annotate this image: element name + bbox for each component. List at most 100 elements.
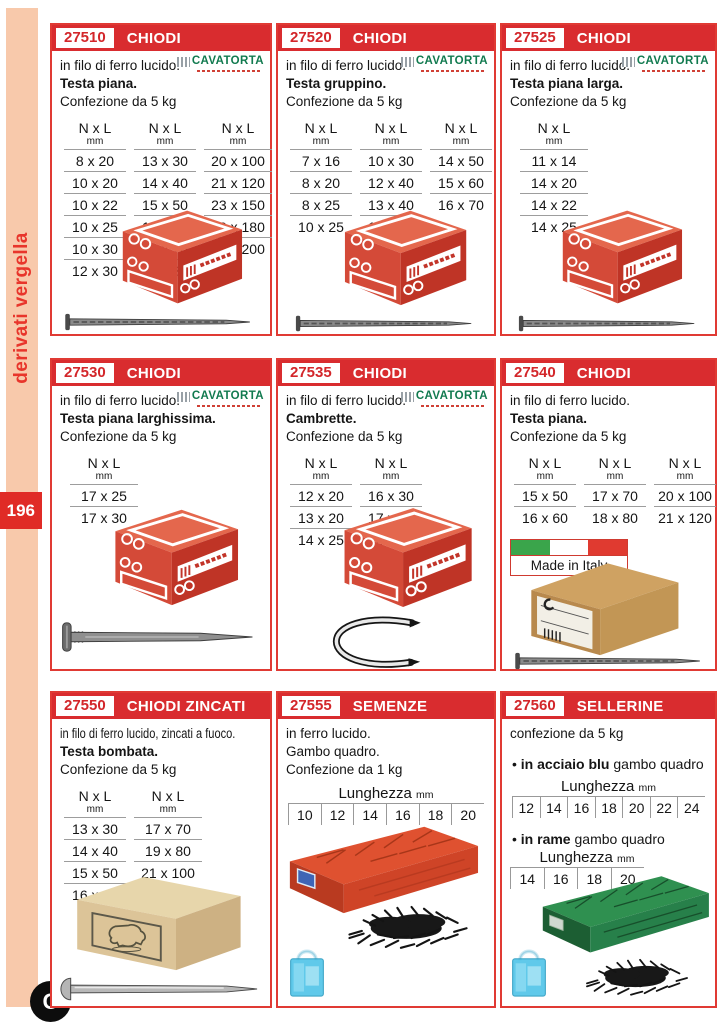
product-code: 27510: [56, 27, 114, 49]
length-value: 12: [320, 804, 354, 826]
size-value: 21 x 120: [204, 171, 272, 193]
product-code: 27520: [282, 27, 340, 49]
size-col-unit: mm: [312, 136, 330, 148]
product-header: 27520 CHIODI: [278, 25, 494, 51]
desc-line: Confezione da 5 kg: [60, 429, 177, 445]
length-value: 20: [610, 868, 645, 890]
size-value: 12 x 20: [290, 484, 352, 506]
size-value: 17 x 70: [584, 484, 646, 506]
desc-line: in filo di ferro lucido.: [510, 58, 631, 73]
size-value: 14 x 25: [290, 528, 352, 550]
product-header: 27535 CHIODI: [278, 360, 494, 386]
length-unit: mm: [617, 853, 635, 866]
italy-flag-icon: [511, 540, 628, 556]
cavatorta-logo: CAVATORTA: [176, 390, 264, 407]
desc-line: Confezione da 5 kg: [510, 94, 627, 110]
length-value: 16: [543, 868, 578, 890]
desc-line: Confezione da 1 kg: [286, 762, 403, 778]
product-title: CHIODI: [352, 29, 408, 47]
size-value: 10 x 22: [64, 193, 126, 215]
size-col-header: N x L: [374, 455, 408, 472]
photo-cardboard-box: [516, 550, 688, 657]
size-col-header: N x L: [151, 788, 185, 805]
product-header: 27530 CHIODI: [52, 360, 270, 386]
photo-blue-plastic-box: [286, 941, 328, 999]
cavatorta-logo: CAVATORTA: [176, 55, 264, 72]
size-col-header: N x L: [87, 455, 121, 472]
product-cell-27555: 27555 SEMENZE in ferro lucido. Gambo qua…: [276, 691, 496, 1008]
desc-line: in filo di ferro lucido.: [60, 393, 181, 408]
sidebar-category-label: derivati vergella: [11, 232, 32, 384]
size-value: 15 x 50: [514, 484, 576, 506]
size-value: 13 x 20: [290, 506, 352, 528]
photo-nail-flat-head: [59, 312, 257, 332]
cavatorta-bars-icon: [176, 391, 190, 402]
length-value: 10: [288, 804, 321, 826]
size-col-header: N x L: [148, 120, 182, 137]
photo-nail-flat-head: [509, 314, 705, 333]
length-value: 12: [512, 797, 540, 819]
photo-cavatorta-box: [96, 203, 248, 309]
photo-nail-flat-head: [506, 651, 710, 671]
product-code: 27550: [56, 695, 114, 717]
cavatorta-bars-icon: [400, 56, 414, 67]
size-value: 11 x 14: [520, 149, 588, 171]
cavatorta-logo-text: CAVATORTA: [191, 55, 264, 67]
size-table: N x L mm 17 x 25 17 x 30: [70, 455, 264, 528]
length-label: Lunghezza: [539, 849, 613, 867]
length-value: 20: [622, 797, 650, 819]
product-title: CHIODI: [576, 29, 632, 47]
product-cell-27510: 27510 CHIODI CAVATORTA in filo di ferro …: [50, 23, 272, 336]
size-value: 14 x 40: [134, 171, 196, 193]
length-header: Lunghezza mm: [502, 849, 672, 866]
desc-line: Confezione da 5 kg: [60, 762, 177, 778]
size-value: 20 x 100: [654, 484, 716, 506]
size-value: 21 x 100: [134, 861, 202, 883]
product-description: in filo di ferro lucido. Testa piana. Co…: [510, 392, 715, 446]
size-col-header: N x L: [598, 455, 632, 472]
product-description: in filo di ferro lucido. Cambrette. Conf…: [286, 392, 494, 446]
size-col-header: N x L: [304, 455, 338, 472]
size-col-header: N x L: [444, 120, 478, 137]
size-value: 14 x 20: [520, 171, 588, 193]
variant-rame: • in rame gambo quadro Lunghezza mm 14 16…: [502, 831, 715, 890]
product-description: in filo di ferro lucido. Testa piana. Co…: [60, 57, 270, 111]
length-label: Lunghezza: [338, 785, 412, 803]
size-column: N x L mm 8 x 20 10 x 20 10 x 22 10 x 25 10 x…: [64, 120, 126, 281]
length-value: 16: [567, 797, 595, 819]
length-label: Lunghezza: [560, 778, 635, 796]
size-col-unit: mm: [382, 471, 400, 483]
size-col-unit: mm: [86, 136, 104, 148]
size-col-header: N x L: [78, 120, 112, 137]
product-description: in filo di ferro lucido. Testa piana lar…: [510, 57, 715, 111]
length-value: 24: [677, 797, 705, 819]
size-col-unit: mm: [382, 136, 400, 148]
product-code: 27555: [282, 695, 340, 717]
product-code: 27560: [506, 695, 564, 717]
size-column: N x L mm 20 x 100 21 x 120: [654, 455, 716, 528]
photo-blue-plastic-box: [508, 941, 550, 999]
cavatorta-tagline-line: [196, 69, 262, 72]
photo-tacks-pile: [574, 953, 700, 1000]
cavatorta-logo: CAVATORTA: [400, 55, 488, 72]
desc-line: Gambo quadro.: [286, 744, 380, 760]
photo-nail-wide-head: [57, 620, 259, 654]
product-title: SELLERINE: [576, 697, 664, 715]
size-value: 13 x 30: [64, 817, 126, 839]
size-column: N x L mm 17 x 70 19 x 80 21 x 100: [134, 788, 202, 905]
desc-line: Testa piana larga.: [510, 76, 624, 92]
size-value: 12 x 30: [64, 259, 126, 281]
length-values: 14 16 18 20: [510, 867, 645, 890]
desc-line: Confezione da 5 kg: [286, 94, 403, 110]
product-title: CHIODI: [126, 364, 182, 382]
size-value: 8 x 20: [290, 171, 352, 193]
cavatorta-tagline-line: [641, 69, 707, 72]
size-value: 13 x 40: [360, 193, 422, 215]
product-cell-27535: 27535 CHIODI CAVATORTA in filo di ferro …: [276, 358, 496, 671]
size-value: 7 x 16: [290, 149, 352, 171]
product-code: 27535: [282, 362, 340, 384]
product-code: 27530: [56, 362, 114, 384]
size-value: 8 x 20: [64, 149, 126, 171]
desc-line: Testa bombata.: [60, 744, 159, 760]
photo-cardboard-box-elephant: [62, 858, 252, 972]
